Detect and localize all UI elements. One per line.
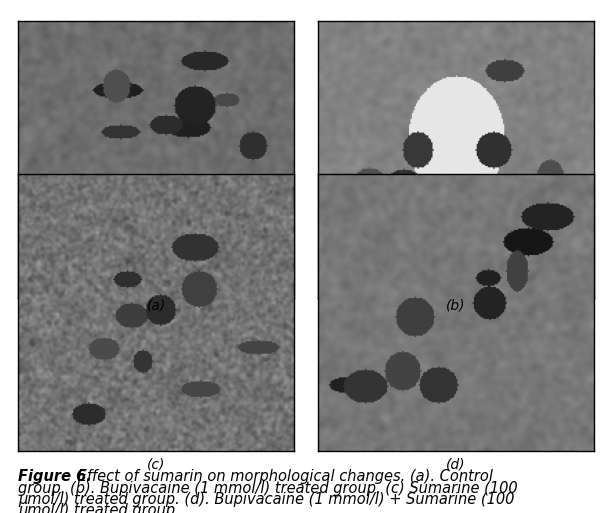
Text: μmol/l) treated group. (d). Bupivacaine (1 mmol/l) + Sumarine (100: μmol/l) treated group. (d). Bupivacaine …	[18, 492, 515, 507]
Text: group. (b). Bupivacaine (1 mmol/l) treated group. (c) Sumarine (100: group. (b). Bupivacaine (1 mmol/l) treat…	[18, 481, 518, 496]
Text: Effect of sumarin on morphological changes. (a). Control: Effect of sumarin on morphological chang…	[73, 469, 493, 484]
Text: (c): (c)	[147, 457, 165, 471]
Text: (b): (b)	[446, 298, 466, 312]
Text: (a): (a)	[146, 298, 166, 312]
Text: Figure 6.: Figure 6.	[18, 469, 92, 484]
Text: (d): (d)	[446, 457, 466, 471]
Text: μmol/l) treated group.: μmol/l) treated group.	[18, 503, 180, 513]
